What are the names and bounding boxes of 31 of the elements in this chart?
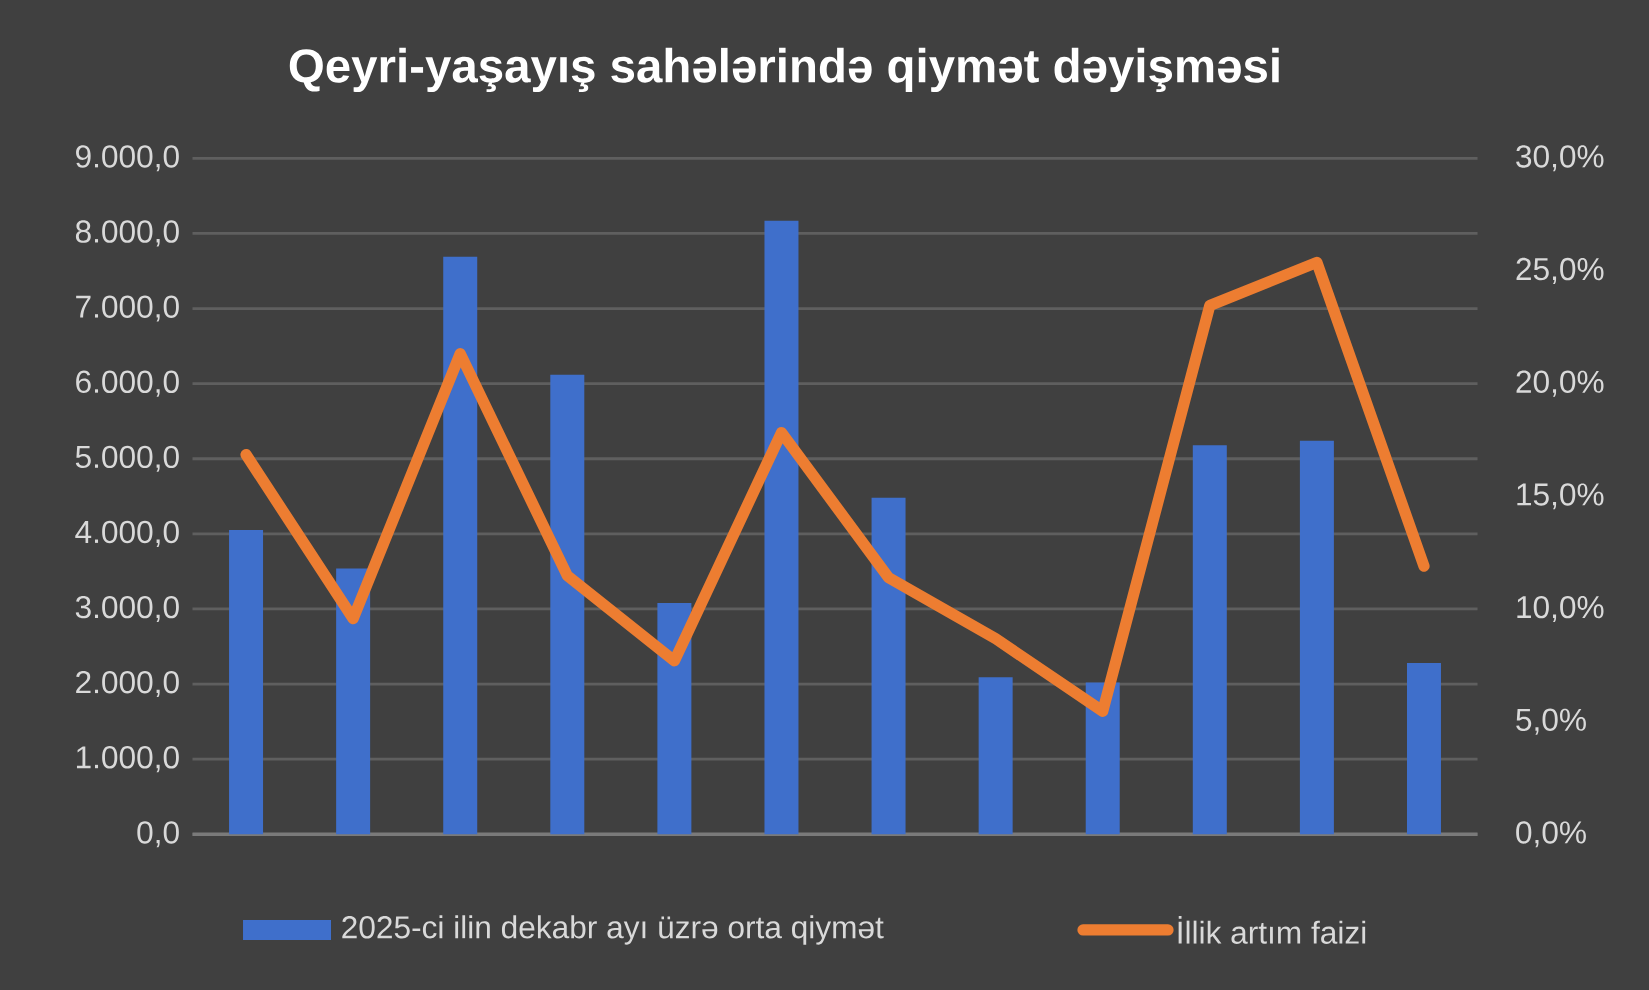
- bar: [871, 497, 906, 835]
- legend-label: İllik artım faizi: [1178, 916, 1366, 944]
- y-tick-label: 3.000,0: [75, 595, 179, 623]
- y-tick-label: 1.000,0: [76, 746, 179, 773]
- y2-tick-label: 5,0%: [1516, 708, 1586, 735]
- y-tick-label: 9.000,0: [76, 145, 179, 172]
- y2-tick-label: 30,0%: [1516, 145, 1604, 172]
- legend-label: 2025-ci ilin dekabr ayı üzrə orta qiymət: [342, 915, 884, 945]
- y-tick-label: 7.000,0: [76, 295, 179, 322]
- bar: [657, 602, 692, 835]
- bar: [764, 220, 799, 835]
- y-tick-label: 8.000,0: [75, 220, 179, 247]
- bar: [978, 677, 1013, 835]
- y2-tick-label: 25,0%: [1516, 257, 1604, 284]
- y-tick-label: 5.000,0: [75, 445, 179, 472]
- y-tick-label: 4.000,0: [75, 520, 179, 547]
- bar: [1192, 445, 1227, 835]
- y-tick-label: 0,0: [137, 821, 179, 848]
- bar: [443, 256, 478, 835]
- bar: [550, 374, 585, 835]
- bar: [229, 530, 264, 835]
- chart-title: Qeyri-yaşayış sahələrində qiymət dəyişməsi: [289, 47, 1279, 93]
- y-tick-label: 6.000,0: [76, 370, 179, 397]
- bar: [1406, 663, 1441, 835]
- y2-tick-label: 15,0%: [1517, 483, 1604, 510]
- y2-tick-label: 10,0%: [1517, 595, 1604, 623]
- y2-tick-label: 0,0%: [1516, 821, 1586, 848]
- y2-tick-label: 20,0%: [1516, 370, 1604, 397]
- bar: [336, 568, 371, 835]
- y-tick-label: 2.000,0: [76, 670, 179, 698]
- bar: [1299, 440, 1334, 835]
